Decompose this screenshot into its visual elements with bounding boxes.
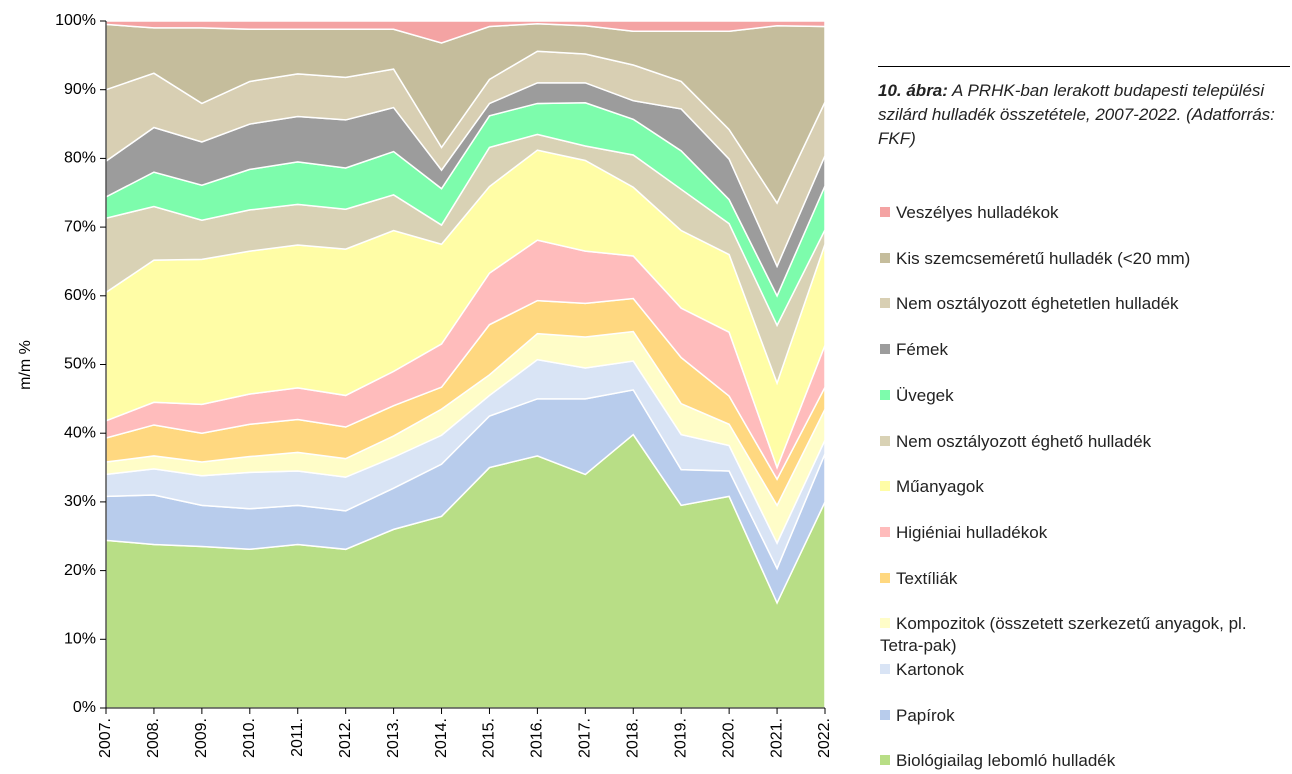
y-tick-label: 60% xyxy=(64,287,96,304)
caption: 10. ábra: A PRHK-ban lerakott budapesti … xyxy=(878,66,1290,151)
y-axis-label: m/m % xyxy=(17,340,34,390)
caption-text: A PRHK-ban lerakott budapesti települési… xyxy=(878,81,1275,148)
legend-label: Fémek xyxy=(896,340,948,360)
legend-item: Papírok xyxy=(880,705,1285,727)
y-tick-label: 0% xyxy=(73,699,96,716)
x-tick-label: 2021. xyxy=(768,718,785,758)
legend-item: Kis szemcseméretű hulladék (<20 mm) xyxy=(880,248,1285,270)
legend-label: Üvegek xyxy=(896,385,954,405)
legend-swatch xyxy=(880,298,890,309)
legend-swatch xyxy=(880,435,890,446)
legend-swatch xyxy=(880,207,890,217)
x-tick-label: 2011. xyxy=(289,718,306,757)
x-tick-label: 2012. xyxy=(337,718,354,758)
y-tick-label: 40% xyxy=(64,424,96,441)
y-tick-label: 50% xyxy=(64,356,96,373)
y-tick-label: 90% xyxy=(64,81,96,98)
legend-item: Biológiailag lebomló hulladék xyxy=(880,750,1285,772)
x-tick-label: 2017. xyxy=(577,718,594,758)
x-tick-label: 2020. xyxy=(720,718,737,758)
legend-swatch xyxy=(880,389,890,400)
legend-label: Műanyagok xyxy=(896,477,984,497)
y-tick-label: 20% xyxy=(64,562,96,579)
x-tick-label: 2008. xyxy=(145,718,162,758)
legend-item: Nem osztályozott éghető hulladék xyxy=(880,431,1285,453)
x-tick-label: 2007. xyxy=(97,718,114,758)
legend-swatch xyxy=(880,481,890,492)
legend-item: Műanyagok xyxy=(880,476,1285,498)
y-tick-label: 80% xyxy=(64,150,96,167)
caption-label: 10. ábra: xyxy=(878,81,948,100)
legend-label: Veszélyes hulladékok xyxy=(896,203,1059,222)
legend-swatch xyxy=(880,709,890,720)
legend-item: Fémek xyxy=(880,339,1285,361)
legend-swatch xyxy=(880,526,890,537)
y-tick-label: 70% xyxy=(64,218,96,235)
legend-swatch xyxy=(880,618,890,629)
legend-label: Kartonok xyxy=(896,660,965,679)
x-tick-label: 2010. xyxy=(241,718,258,758)
legend-label: Papírok xyxy=(896,705,955,725)
legend-label: Biológiailag lebomló hulladék xyxy=(896,751,1116,771)
legend-item: Textíliák xyxy=(880,568,1285,590)
legend-swatch xyxy=(880,572,890,583)
legend-swatch xyxy=(880,664,890,674)
legend-swatch xyxy=(880,252,890,263)
legend-item: Veszélyes hulladékok xyxy=(880,202,1285,224)
legend-item: Üvegek xyxy=(880,385,1285,407)
x-tick-label: 2018. xyxy=(624,718,641,758)
legend-label: Nem osztályozott éghető hulladék xyxy=(896,431,1152,451)
x-tick-label: 2015. xyxy=(481,718,498,758)
x-tick-label: 2013. xyxy=(385,718,402,758)
legend-label: Kompozitok (összetett szerkezetű anyagok… xyxy=(880,614,1247,656)
x-tick-label: 2009. xyxy=(193,718,210,758)
legend-swatch xyxy=(880,344,890,355)
x-tick-label: 2019. xyxy=(672,718,689,758)
x-tick-label: 2014. xyxy=(433,718,450,758)
y-tick-label: 10% xyxy=(64,631,96,648)
legend-label: Kis szemcseméretű hulladék (<20 mm) xyxy=(896,248,1191,268)
legend-label: Higiéniai hulladékok xyxy=(896,522,1048,542)
legend-item: Kartonok xyxy=(880,659,1285,681)
legend-label: Textíliák xyxy=(896,568,958,588)
x-tick-label: 2016. xyxy=(529,718,546,758)
legend-swatch xyxy=(880,755,890,766)
legend-item: Kompozitok (összetett szerkezetű anyagok… xyxy=(880,613,1285,657)
area xyxy=(105,20,826,44)
legend-label: Nem osztályozott éghetetlen hulladék xyxy=(896,294,1179,314)
legend-item: Higiéniai hulladékok xyxy=(880,522,1285,544)
y-tick-label: 100% xyxy=(55,12,96,29)
x-tick-label: 2022. xyxy=(816,718,833,758)
legend-item: Nem osztályozott éghetetlen hulladék xyxy=(880,293,1285,315)
y-tick-label: 30% xyxy=(64,493,96,510)
